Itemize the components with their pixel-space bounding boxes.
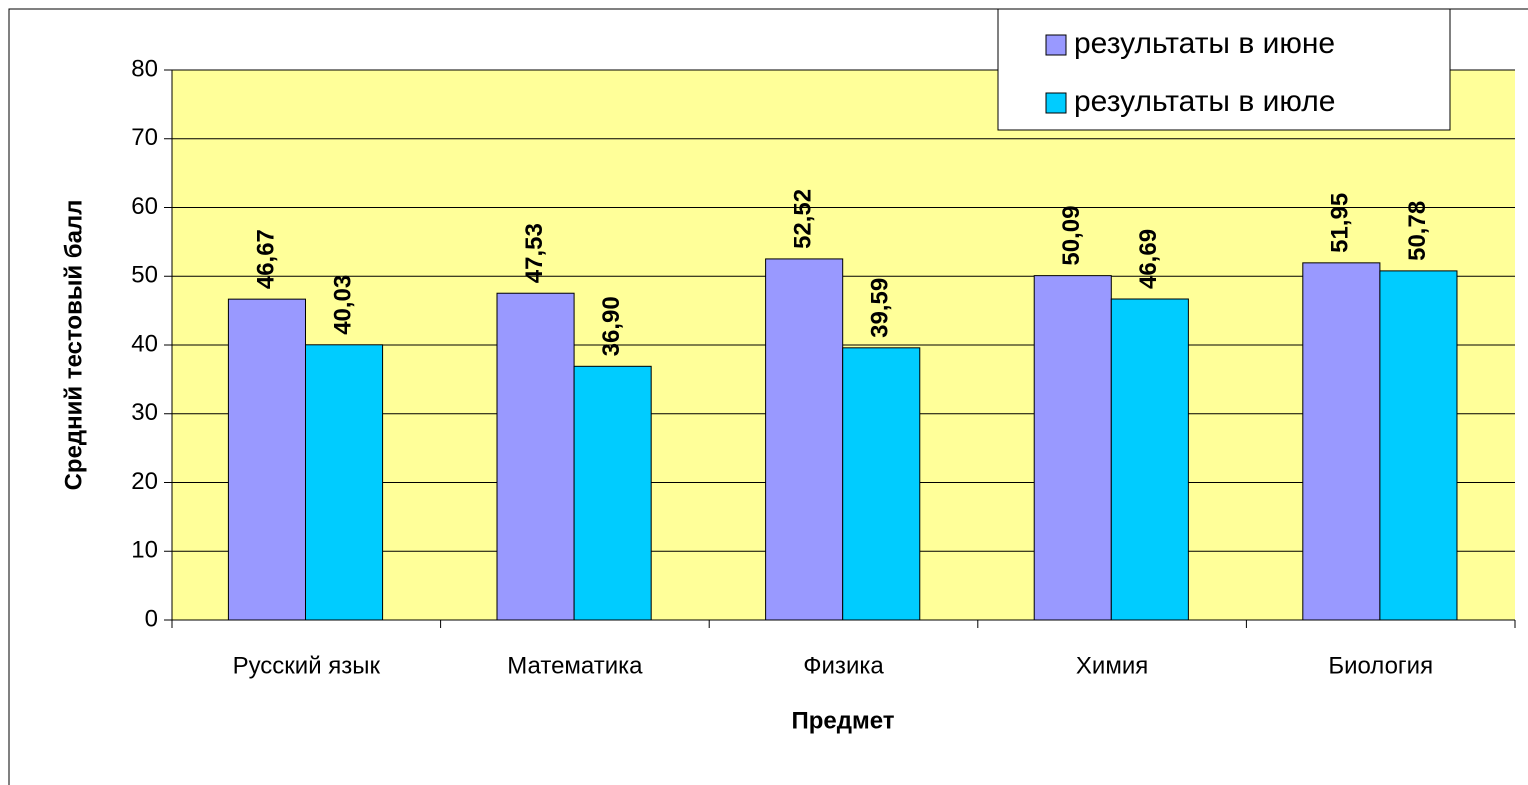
- value-label: 50,78: [1404, 201, 1431, 261]
- bar: [496, 292, 575, 621]
- value-label: 39,59: [867, 278, 894, 338]
- value-label: 40,03: [329, 275, 356, 335]
- y-tick-label: 60: [131, 193, 158, 220]
- bar: [1033, 275, 1112, 621]
- legend-box: [997, 8, 1451, 131]
- x-tick-label: Химия: [1076, 652, 1148, 679]
- bar: [842, 347, 921, 621]
- value-label: 46,67: [252, 229, 279, 289]
- y-tick-label: 30: [131, 399, 158, 426]
- chart-frame: [8, 8, 1528, 785]
- value-label: 46,69: [1135, 229, 1162, 289]
- y-tick-label: 50: [131, 262, 158, 289]
- y-tick-label: 40: [131, 330, 158, 357]
- legend-swatch: [1045, 92, 1067, 114]
- y-tick-label: 20: [131, 468, 158, 495]
- x-tick-label: Физика: [803, 652, 884, 679]
- bar: [304, 344, 384, 621]
- y-axis-label: Средний тестовый балл: [60, 200, 87, 491]
- y-tick-label: 0: [145, 605, 158, 632]
- y-tick-label: 70: [131, 124, 158, 151]
- bar: [1110, 298, 1189, 621]
- y-tick-label: 80: [131, 55, 158, 82]
- x-tick-label: Биология: [1328, 652, 1433, 679]
- x-tick-label: Математика: [507, 652, 643, 679]
- value-label: 52,52: [789, 189, 816, 249]
- bar: [573, 365, 652, 621]
- bar: [1379, 270, 1458, 621]
- value-label: 47,53: [521, 223, 548, 283]
- bar: [765, 258, 844, 621]
- legend-label: результаты в июле: [1074, 85, 1335, 118]
- value-label: 36,90: [598, 296, 625, 356]
- y-tick-label: 10: [131, 537, 158, 564]
- bar: [1302, 262, 1381, 621]
- value-label: 50,09: [1058, 206, 1085, 266]
- value-label: 51,95: [1327, 193, 1354, 253]
- x-axis-label: Предмет: [791, 707, 894, 734]
- bar: [227, 298, 306, 621]
- legend-swatch: [1045, 34, 1067, 56]
- legend-label: результаты в июне: [1074, 27, 1335, 60]
- x-tick-label: Русский язык: [233, 652, 381, 679]
